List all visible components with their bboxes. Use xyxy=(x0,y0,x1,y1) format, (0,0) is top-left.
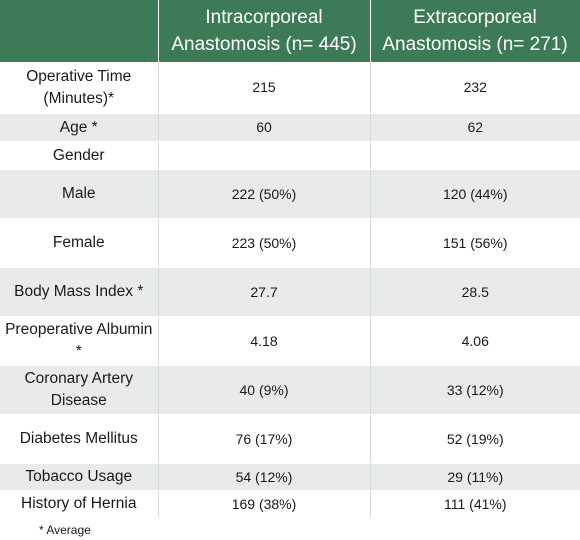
extra-value: 4.06 xyxy=(370,316,580,366)
table-row: Female 223 (50%) 151 (56%) xyxy=(0,218,580,268)
header-blank-cell xyxy=(0,0,159,62)
table-row: Preoperative Albumin * 4.18 4.06 xyxy=(0,316,580,366)
extra-value: 232 xyxy=(370,62,580,114)
row-label: Operative Time (Minutes)* xyxy=(0,62,159,114)
extra-value: 52 (19%) xyxy=(370,414,580,464)
row-label: Body Mass Index * xyxy=(0,267,159,317)
table-row: Age * 60 62 xyxy=(0,113,580,142)
header-row: Intracorporeal Anastomosis (n= 445) Extr… xyxy=(0,0,580,62)
intra-value: 54 (12%) xyxy=(158,463,371,491)
table-row: Coronary Artery Disease 40 (9%) 33 (12%) xyxy=(0,365,580,415)
intra-value xyxy=(158,141,371,170)
footnote: * Average xyxy=(39,523,91,537)
intra-value: 27.7 xyxy=(158,267,371,317)
extra-value: 120 (44%) xyxy=(370,169,580,219)
intra-value: 40 (9%) xyxy=(158,365,371,415)
table-row: Diabetes Mellitus 76 (17%) 52 (19%) xyxy=(0,414,580,464)
intra-value: 222 (50%) xyxy=(158,169,371,219)
row-label: Age * xyxy=(0,113,159,142)
header-extracorporeal: Extracorporeal Anastomosis (n= 271) xyxy=(370,0,580,62)
comparison-table: Intracorporeal Anastomosis (n= 445) Extr… xyxy=(0,0,580,518)
extra-value: 111 (41%) xyxy=(370,490,580,518)
row-label: Preoperative Albumin * xyxy=(0,316,159,366)
table-row: History of Hernia 169 (38%) 111 (41%) xyxy=(0,490,580,518)
extra-value: 151 (56%) xyxy=(370,218,580,268)
row-label: Coronary Artery Disease xyxy=(0,365,159,415)
table-row: Male 222 (50%) 120 (44%) xyxy=(0,169,580,219)
row-label: Male xyxy=(0,169,159,219)
table-row: Operative Time (Minutes)* 215 232 xyxy=(0,62,580,114)
header-intracorporeal: Intracorporeal Anastomosis (n= 445) xyxy=(158,0,371,62)
row-label: Diabetes Mellitus xyxy=(0,414,159,464)
extra-value: 29 (11%) xyxy=(370,463,580,491)
table-row: Tobacco Usage 54 (12%) 29 (11%) xyxy=(0,463,580,491)
intra-value: 223 (50%) xyxy=(158,218,371,268)
extra-value xyxy=(370,141,580,170)
row-label: Tobacco Usage xyxy=(0,463,159,491)
intra-value: 169 (38%) xyxy=(158,490,371,518)
table-row: Body Mass Index * 27.7 28.5 xyxy=(0,267,580,317)
intra-value: 60 xyxy=(158,113,371,142)
intra-value: 215 xyxy=(158,62,371,114)
row-label: Gender xyxy=(0,141,159,170)
row-label: Female xyxy=(0,218,159,268)
extra-value: 28.5 xyxy=(370,267,580,317)
intra-value: 4.18 xyxy=(158,316,371,366)
intra-value: 76 (17%) xyxy=(158,414,371,464)
extra-value: 62 xyxy=(370,113,580,142)
extra-value: 33 (12%) xyxy=(370,365,580,415)
table-row: Gender xyxy=(0,141,580,170)
row-label: History of Hernia xyxy=(0,490,159,518)
